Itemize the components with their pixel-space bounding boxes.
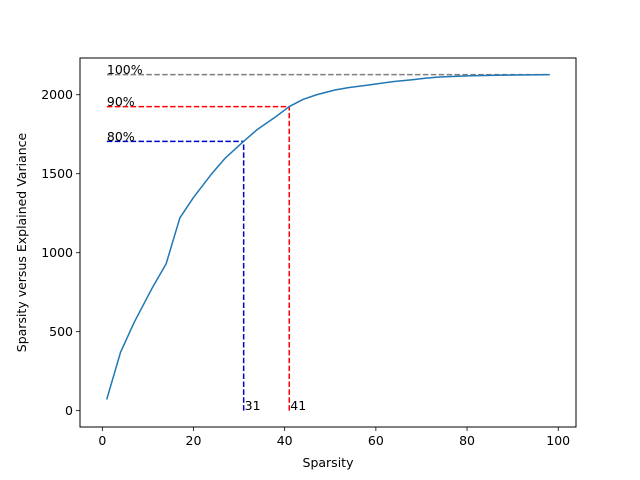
y-tick-label: 1000 — [41, 245, 73, 260]
y-axis: 0 500 1000 1500 2000 — [41, 87, 80, 418]
x-tick-label: 60 — [368, 433, 384, 448]
x-tick-label: 20 — [186, 433, 202, 448]
x-tick-label: 100 — [546, 433, 570, 448]
threshold-label-0: 100% — [107, 62, 143, 77]
threshold-label-1: 90% — [107, 94, 135, 109]
x-axis-label: Sparsity — [303, 455, 355, 470]
x-tick-label: 80 — [459, 433, 475, 448]
y-axis-label: Sparsity versus Explained Variance — [14, 132, 29, 352]
y-tick-label: 500 — [49, 324, 73, 339]
threshold-x-label-1: 41 — [290, 398, 306, 413]
threshold-x-label-2: 31 — [245, 398, 261, 413]
y-tick-label: 2000 — [41, 87, 73, 102]
threshold-label-2: 80% — [107, 129, 135, 144]
x-axis: 0 20 40 60 80 100 — [98, 427, 570, 448]
y-tick-label: 1500 — [41, 166, 73, 181]
plot-content: 100% 41 90% 31 80% — [105, 62, 550, 413]
series-line-0 — [105, 73, 550, 400]
x-tick-label: 40 — [277, 433, 293, 448]
x-tick-label: 0 — [98, 433, 106, 448]
y-tick-label: 0 — [65, 403, 73, 418]
plot-frame — [79, 57, 577, 428]
